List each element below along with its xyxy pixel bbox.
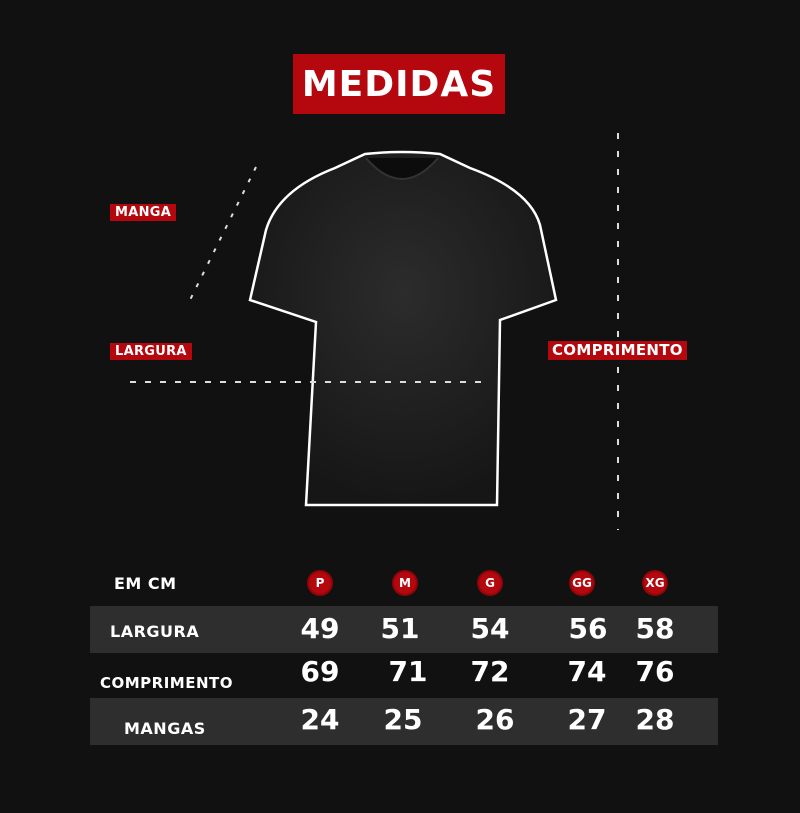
page-title: MEDIDAS (293, 54, 505, 114)
cell-value: 28 (635, 703, 675, 736)
table-row: MANGAS 24 25 26 27 28 (90, 698, 718, 745)
cell-value: 54 (470, 612, 510, 645)
cell-value: 24 (300, 703, 340, 736)
comprimento-label: COMPRIMENTO (548, 341, 687, 360)
cell-value: 76 (635, 655, 675, 688)
row-label: COMPRIMENTO (100, 674, 234, 692)
table-header: EM CM P M G GG XG (90, 560, 718, 606)
tshirt-illustration (130, 133, 619, 530)
table-row: LARGURA 49 51 54 56 58 (90, 606, 718, 653)
cell-value: 58 (635, 612, 675, 645)
table-row: COMPRIMENTO 69 71 72 74 76 (90, 653, 718, 698)
size-p: P (309, 572, 331, 594)
cell-value: 51 (380, 612, 420, 645)
cell-value: 72 (470, 655, 510, 688)
cell-value: 25 (383, 703, 423, 736)
largura-label: LARGURA (110, 343, 192, 360)
cell-value: 56 (568, 612, 608, 645)
manga-measure-line (189, 166, 257, 301)
size-gg: GG (571, 572, 593, 594)
tshirt-shape (248, 150, 558, 507)
cell-value: 26 (475, 703, 515, 736)
cell-value: 74 (567, 655, 607, 688)
cell-value: 27 (567, 703, 607, 736)
cell-value: 71 (388, 655, 428, 688)
unit-label: EM CM (114, 574, 177, 593)
cell-value: 69 (300, 655, 340, 688)
row-label: LARGURA (110, 622, 200, 641)
cell-value: 49 (300, 612, 340, 645)
size-g: G (479, 572, 501, 594)
manga-label: MANGA (110, 204, 177, 221)
size-m: M (394, 572, 416, 594)
row-label: MANGAS (124, 719, 206, 738)
size-xg: XG (644, 572, 666, 594)
